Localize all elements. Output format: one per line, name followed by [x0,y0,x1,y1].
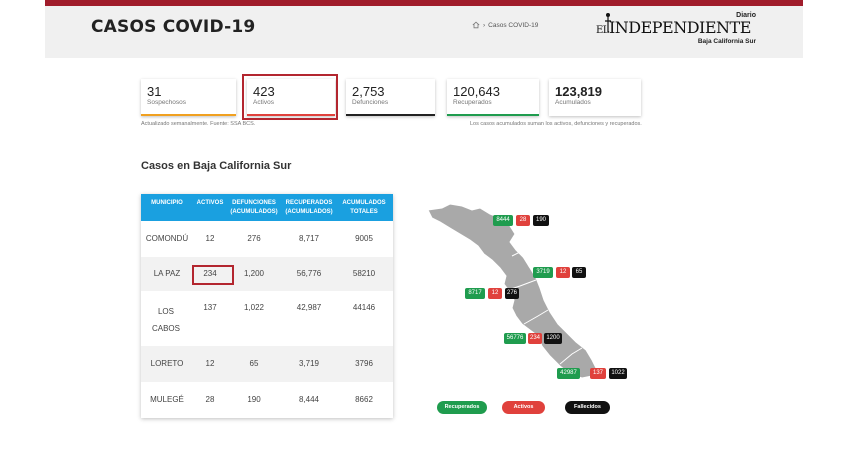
comondu-activos-badge: 12 [488,288,502,299]
td-recuperados: 56,776 [296,269,322,278]
accumulated-note: Los casos acumulados suman los activos, … [470,121,642,127]
td-defunciones: 190 [247,395,261,404]
legend-recuperados: Recuperados [437,401,487,414]
td-acumulados: 3796 [355,359,373,368]
loreto-fallecidos-badge: 65 [572,267,586,278]
td-municipio: MULEGÉ [150,395,184,404]
td-activos: 28 [205,395,215,404]
stat-card-sospechosos: 31 Sospechosos [141,79,236,116]
td-municipio: LORETO [150,359,184,368]
activos-highlight-box [242,74,338,120]
table-row: MULEGÉ 28 190 8,444 8662 [141,382,393,418]
stat-value: 120,643 [453,84,500,99]
td-acumulados: 9005 [355,234,373,243]
site-logo[interactable]: Diario ELINDEPENDIENTE Baja California S… [594,10,760,50]
th-acumulados: ACUMULADOS TOTALES [342,200,386,215]
table-row: LOS CABOS 137 1,022 42,987 44146 [141,291,393,346]
logo-diario-text: Diario [736,12,756,19]
th-recuperados: RECUPERADOS (ACUMULADOS) [285,200,333,215]
stat-label: Activos [253,99,274,106]
stat-bar [141,114,236,116]
td-recuperados: 8,444 [298,395,320,404]
breadcrumb: › Casos COVID-19 [472,21,538,29]
legend-activos: Activos [502,401,545,414]
home-icon[interactable] [472,21,480,29]
loreto-recuperados-badge: 3719 [533,267,553,278]
td-defunciones: 276 [247,234,261,243]
table-header: MUNICIPIO ACTIVOS DEFUNCIONES (ACUMULADO… [141,194,393,221]
td-municipio: COMONDÚ [145,234,189,243]
td-activos: 137 [203,303,217,312]
stat-card-acumulados: 123,819 Acumulados [549,79,641,116]
td-acumulados: 58210 [352,269,376,278]
td-defunciones: 1,200 [243,269,265,278]
los-cabos-fallecidos-badge: 1022 [609,368,627,379]
td-defunciones: 65 [249,359,259,368]
stat-card-defunciones: 2,753 Defunciones [346,79,435,116]
la-paz-activos-badge: 234 [528,333,542,344]
td-activos: 12 [205,234,215,243]
table-row: COMONDÚ 12 276 8,717 9005 [141,221,393,257]
breadcrumb-separator: › [483,21,486,29]
update-note: Actualizado semanalmente. Fuente: SSA BC… [141,121,256,127]
logo-wordmark: ELINDEPENDIENTE [596,18,751,37]
comondu-fallecidos-badge: 276 [505,288,519,299]
la-paz-activos-highlight [192,265,234,285]
stat-value: 423 [253,84,275,99]
stat-bar [346,114,435,116]
td-acumulados: 8662 [355,395,373,404]
loreto-activos-badge: 12 [556,267,570,278]
table-row: LA PAZ 234 1,200 56,776 58210 [141,257,393,291]
mulege-recuperados-badge: 8444 [493,215,513,226]
bcs-map: 8444 28 190 3719 12 65 8717 12 276 56776… [420,196,650,386]
cases-table: MUNICIPIO ACTIVOS DEFUNCIONES (ACUMULADO… [141,194,393,418]
mulege-activos-badge: 28 [516,215,530,226]
section-title: Casos en Baja California Sur [141,160,292,172]
stat-bar [247,114,335,116]
td-recuperados: 42,987 [296,303,322,312]
td-acumulados: 44146 [352,303,376,312]
stat-label: Acumulados [555,99,591,106]
logo-region-text: Baja California Sur [697,38,756,45]
td-recuperados: 3,719 [298,359,320,368]
mulege-fallecidos-badge: 190 [533,215,549,226]
page-title: CASOS COVID-19 [91,17,256,37]
th-activos: ACTIVOS [196,200,224,206]
stat-label: Recuperados [453,99,492,106]
td-defunciones: 1,022 [243,303,265,312]
stat-label: Sospechosos [147,99,187,106]
stat-label: Defunciones [352,99,389,106]
td-activos: 234 [203,269,217,278]
stat-value: 2,753 [352,84,385,99]
td-municipio: LOS CABOS [151,307,180,333]
los-cabos-recuperados-badge: 42987 [557,368,580,379]
stat-card-activos: 423 Activos [247,79,335,116]
td-recuperados: 8,717 [298,234,320,243]
stat-value: 123,819 [555,84,602,99]
stat-card-recuperados: 120,643 Recuperados [447,79,539,116]
th-defunciones: DEFUNCIONES (ACUMULADOS) [230,200,278,215]
top-accent-bar [45,0,803,6]
td-municipio: LA PAZ [153,269,181,278]
stat-value: 31 [147,84,162,99]
th-municipio: MUNICIPIO [151,200,183,206]
legend-fallecidos: Fallecidos [565,401,610,414]
td-activos: 12 [205,359,215,368]
page-header [45,6,803,58]
breadcrumb-current: Casos COVID-19 [488,21,539,29]
la-paz-fallecidos-badge: 1200 [544,333,562,344]
los-cabos-activos-badge: 137 [590,368,606,379]
logo-figure-icon [605,13,611,32]
table-row: LORETO 12 65 3,719 3796 [141,346,393,382]
comondu-recuperados-badge: 8717 [465,288,485,299]
la-paz-recuperados-badge: 56776 [504,333,526,344]
stat-bar [447,114,539,116]
